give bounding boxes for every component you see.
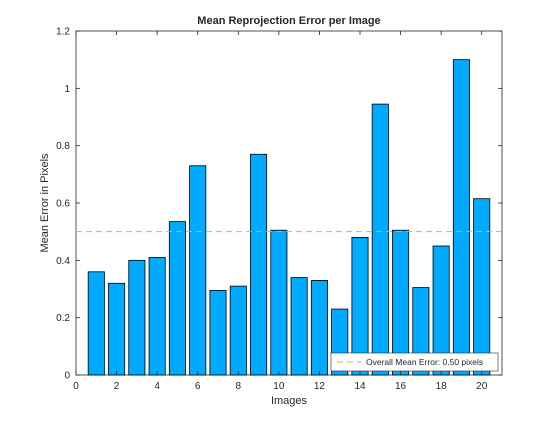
x-tick-label: 2	[114, 381, 120, 392]
bar-image-6	[189, 165, 207, 376]
x-tick-label: 14	[354, 381, 366, 392]
x-tick-label: 12	[314, 381, 326, 392]
bar-image-11	[290, 277, 308, 376]
chart-title: Mean Reprojection Error per Image	[197, 15, 380, 27]
bar-image-3	[128, 259, 146, 376]
y-tick-label: 0.8	[56, 141, 70, 152]
y-tick-label: 0.2	[56, 313, 70, 324]
x-tick-label: 6	[195, 381, 201, 392]
y-tick-label: 0.4	[56, 256, 70, 267]
x-tick-label: 8	[236, 381, 242, 392]
y-tick-label: 1	[64, 84, 70, 95]
bar-image-1	[87, 271, 105, 376]
x-tick-label: 16	[395, 381, 407, 392]
bar-image-2	[108, 282, 126, 376]
bar-image-9	[250, 153, 268, 376]
bar-image-7	[209, 290, 227, 376]
legend-box	[330, 352, 499, 372]
plot-area: 0 2 4 6 8 10 12 14 16 18 20 0 0.2 0.4 0.6 0.8 1 1.2 Overal…	[56, 27, 503, 392]
y-axis-label: Mean Error in Pixels	[39, 153, 51, 253]
y-tick-label: 0	[64, 371, 70, 382]
bar-image-5	[168, 221, 186, 376]
bar-image-19	[452, 59, 470, 376]
bar-image-15	[371, 103, 389, 376]
x-tick-label: 10	[273, 381, 285, 392]
x-axis-label: Images	[271, 395, 308, 407]
y-tick-label: 0.6	[56, 199, 70, 210]
y-tick-label: 1.2	[56, 27, 70, 38]
bar-image-8	[229, 285, 247, 376]
bar-image-4	[148, 257, 166, 376]
x-tick-label: 4	[154, 381, 160, 392]
bar-image-12	[310, 279, 328, 376]
x-tick-label: 0	[73, 381, 79, 392]
x-tick-label: 20	[476, 381, 488, 392]
legend-label: Overall Mean Error: 0.50 pixels	[366, 357, 483, 367]
x-tick-label: 18	[436, 381, 448, 392]
bar-image-20	[473, 198, 491, 376]
bar-image-10	[270, 229, 288, 376]
axes-box	[75, 30, 503, 376]
